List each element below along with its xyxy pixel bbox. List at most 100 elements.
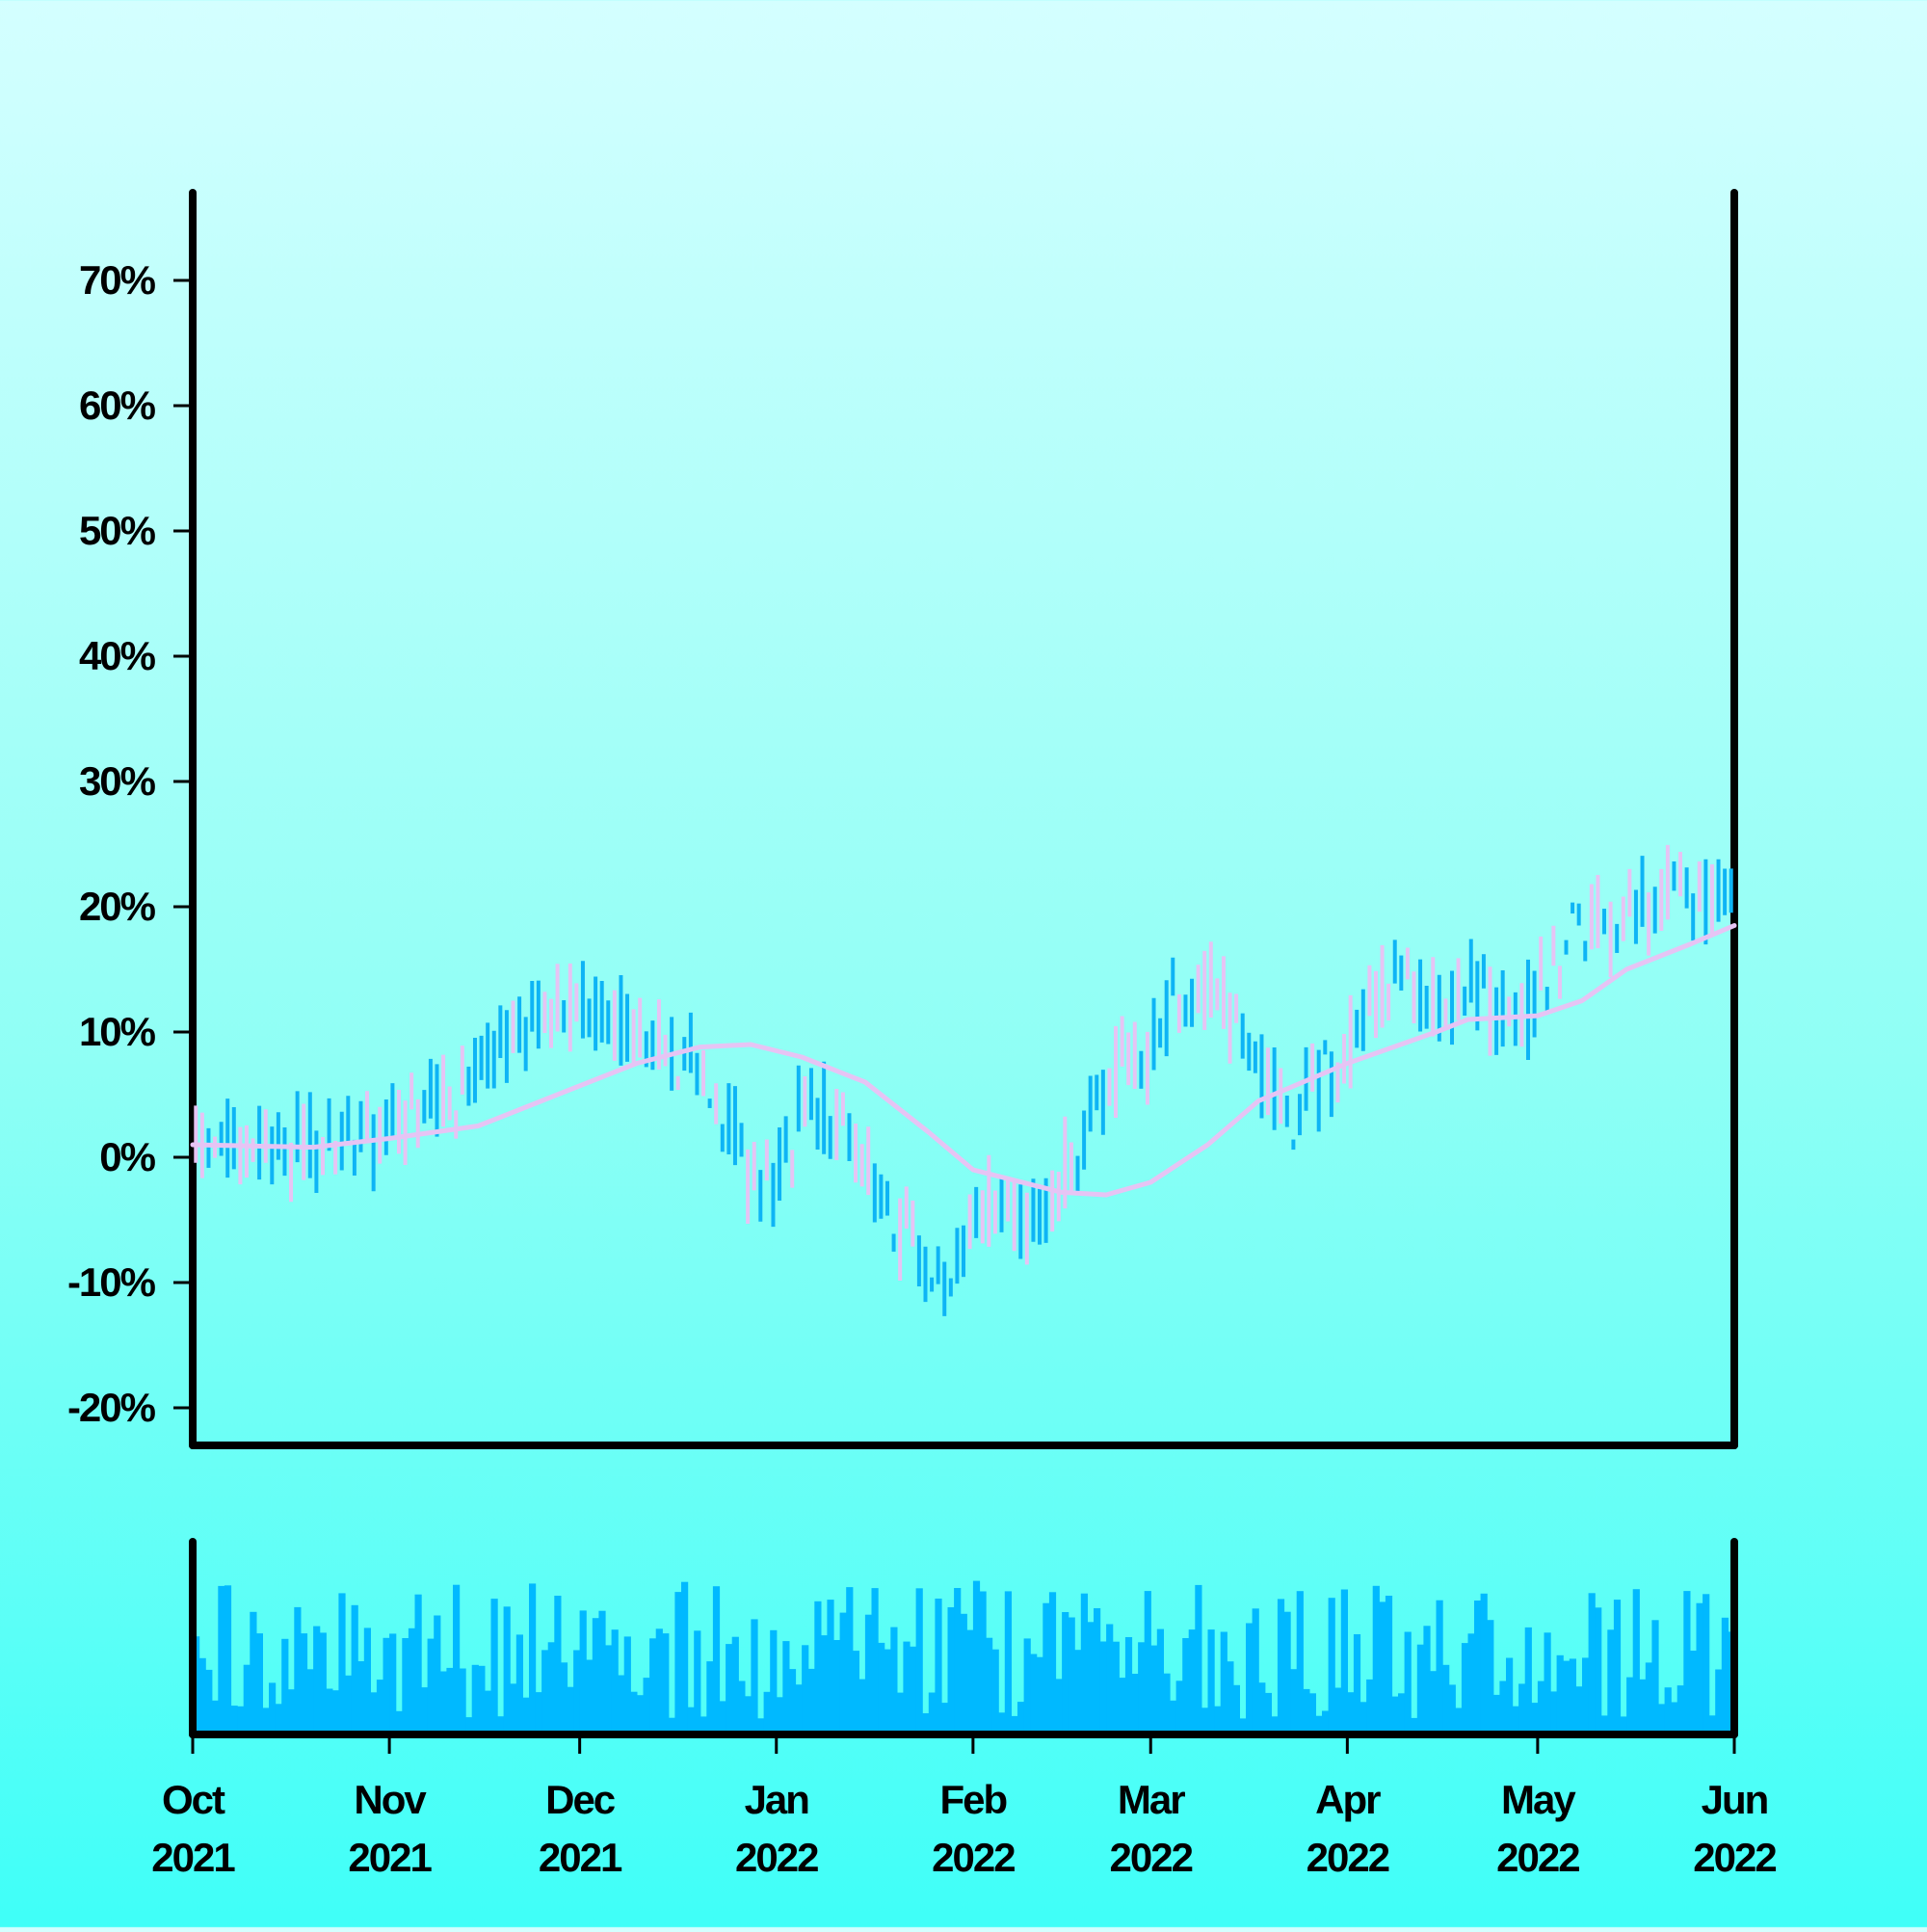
volume-bar (370, 1692, 378, 1734)
volume-bar (1023, 1638, 1031, 1734)
volume-bar (1227, 1661, 1234, 1734)
volume-bar (541, 1650, 549, 1734)
volume-bar (858, 1679, 866, 1734)
volume-bar (694, 1630, 701, 1734)
volume-bar (1696, 1602, 1703, 1734)
volume-bar (1353, 1634, 1361, 1734)
volume-bar (712, 1586, 721, 1734)
volume-bar (1626, 1677, 1634, 1734)
y-tick-label: -10% (67, 1259, 156, 1305)
volume-bar (1175, 1681, 1183, 1734)
volume-bar (363, 1628, 371, 1734)
volume-bar (751, 1619, 758, 1734)
volume-bar (313, 1626, 321, 1734)
volume-bar (1258, 1682, 1266, 1734)
volume-bar (592, 1618, 599, 1734)
x-tick-label-month: May (1501, 1777, 1576, 1822)
volume-bar (788, 1669, 797, 1734)
volume-bar (1239, 1718, 1247, 1734)
x-tick-label-year: 2021 (348, 1835, 432, 1880)
volume-bar (306, 1669, 314, 1734)
volume-bar (1645, 1662, 1652, 1734)
volume-bar (827, 1600, 834, 1734)
volume-bar (846, 1587, 854, 1734)
volume-bar (1080, 1593, 1088, 1734)
volume-bar (1334, 1687, 1342, 1734)
volume-bar (1689, 1651, 1698, 1734)
volume-bar (1138, 1642, 1146, 1734)
volume-bar (1366, 1679, 1374, 1734)
volume-bar (446, 1667, 454, 1734)
volume-bar (960, 1613, 967, 1734)
volume-bar (1499, 1681, 1507, 1734)
volume-bar (1214, 1706, 1222, 1734)
x-tick-label-year: 2021 (151, 1835, 235, 1880)
volume-bar (947, 1607, 955, 1734)
volume-bar (503, 1606, 511, 1734)
volume-bar (1144, 1591, 1151, 1734)
volume-bar (395, 1710, 403, 1734)
volume-bar (972, 1580, 981, 1734)
x-tick-label-year: 2022 (735, 1835, 818, 1880)
volume-bar (237, 1706, 245, 1734)
volume-bar (515, 1634, 523, 1734)
volume-bar (1600, 1715, 1608, 1734)
volume-bar (1448, 1684, 1456, 1734)
volume-bar (1531, 1703, 1539, 1734)
volume-bar (1290, 1669, 1298, 1734)
volume-bar (731, 1636, 739, 1734)
volume-bar (1461, 1643, 1469, 1734)
volume-bar (998, 1712, 1006, 1734)
volume-bar (668, 1717, 675, 1734)
volume-bar (465, 1717, 473, 1734)
volume-bar (1620, 1716, 1627, 1734)
volume-bar (1588, 1593, 1596, 1734)
volume-bar (586, 1659, 594, 1734)
volume-bar (966, 1629, 974, 1734)
volume-bar (1575, 1686, 1583, 1734)
volume-bar (1544, 1632, 1551, 1734)
volume-bar (331, 1690, 340, 1734)
volume-bar (1480, 1593, 1488, 1734)
volume-bar (1055, 1679, 1063, 1734)
volume-bar (243, 1664, 251, 1734)
volume-bar (1232, 1684, 1240, 1734)
volume-bar (991, 1649, 999, 1734)
y-tick-label: -20% (67, 1385, 156, 1430)
x-tick-label-month: Apr (1315, 1777, 1381, 1822)
volume-bar (1303, 1688, 1310, 1734)
volume-bar (1430, 1671, 1438, 1734)
volume-bar (287, 1689, 295, 1734)
volume-bar (1595, 1607, 1602, 1734)
volume-bar (706, 1661, 714, 1734)
volume-bar (351, 1604, 358, 1734)
volume-bar (1537, 1681, 1545, 1734)
volume-bar (1416, 1644, 1424, 1734)
volume-bar (1048, 1592, 1057, 1734)
volume-bar (1074, 1650, 1082, 1734)
volume-bar (986, 1637, 993, 1734)
volume-bar (1639, 1679, 1647, 1734)
volume-bar (1271, 1716, 1279, 1734)
volume-bar (1379, 1601, 1386, 1734)
volume-bar (1220, 1631, 1227, 1734)
volume-bar (1385, 1596, 1393, 1734)
x-tick-label-year: 2021 (539, 1835, 622, 1880)
x-tick-label-month: Nov (354, 1777, 427, 1822)
x-tick-label-month: Jan (745, 1777, 809, 1822)
volume-bar (439, 1671, 447, 1734)
volume-bar (1359, 1702, 1367, 1734)
volume-bar (484, 1690, 492, 1734)
volume-bar (630, 1691, 638, 1734)
volume-bar (1062, 1612, 1069, 1734)
y-tick-label: 70% (79, 257, 156, 303)
volume-bar (1442, 1664, 1450, 1734)
y-tick-label: 30% (79, 758, 156, 804)
volume-bar (1296, 1591, 1304, 1734)
volume-bar (726, 1644, 733, 1734)
volume-bar (1518, 1683, 1526, 1734)
volume-bar (211, 1700, 219, 1734)
volume-bar (1512, 1706, 1519, 1734)
volume-bar (878, 1642, 885, 1734)
